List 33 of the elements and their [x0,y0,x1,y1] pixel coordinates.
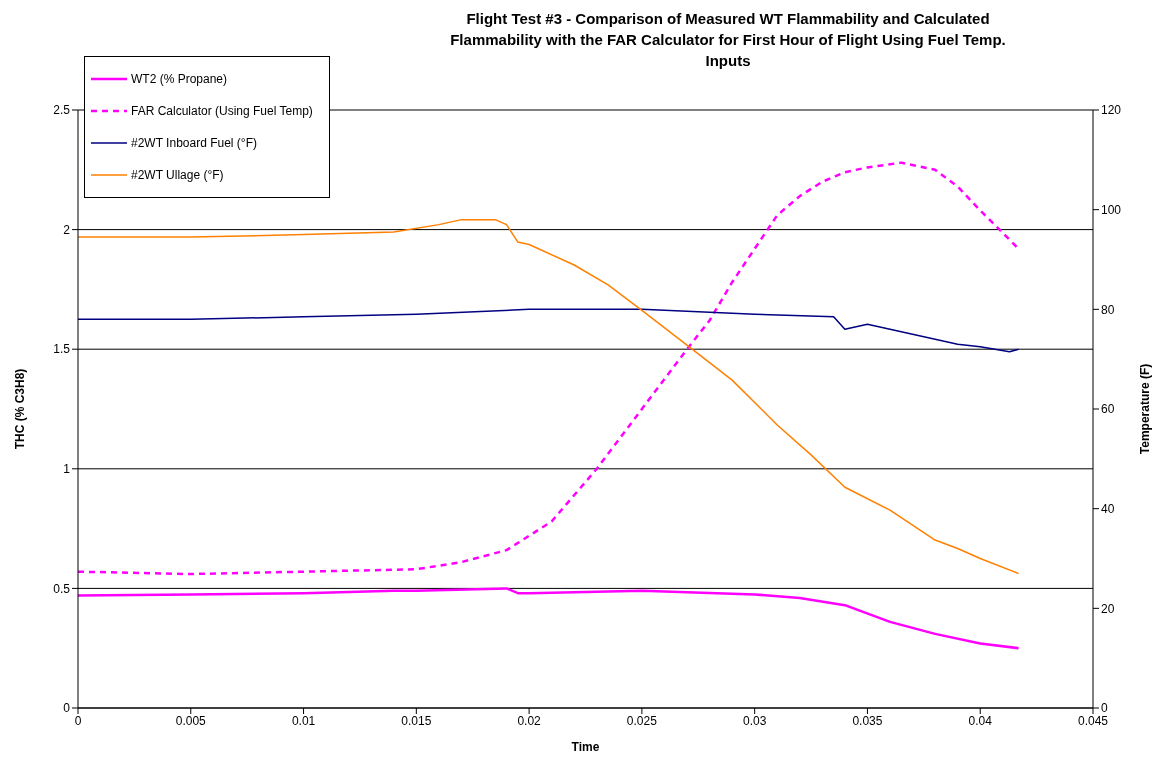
y2-tick-label: 100 [1101,202,1122,217]
y-axis-title: THC (% C3H8) [13,368,28,450]
legend-label: #2WT Ullage (°F) [131,168,224,182]
chart-title: Flight Test #3 - Comparison of Measured WT Flammability and Calculated Flammability with the FAR Calculator for First Hour of Flight Using Fuel Temp. Inputs [449,9,1007,71]
y-tick-label: 0.5 [53,581,71,596]
y-tick-label: 1.5 [53,342,71,357]
y-tick-label: 2.5 [53,103,71,118]
y2-tick-label: 20 [1101,601,1115,616]
line-series [78,587,1020,650]
x-tick-label: 0.045 [1077,713,1109,728]
x-tick-label: 0.02 [517,713,542,728]
x-tick-label: 0.01 [291,713,316,728]
y-tick-label: 1 [63,462,71,477]
y2-axis-title: Temperature (F) [1138,363,1153,455]
x-tick-label: 0.005 [175,713,207,728]
line-series [78,308,1020,353]
y2-tick-label: 40 [1101,501,1115,516]
x-tick-label: 0.035 [852,713,883,728]
legend-label: FAR Calculator (Using Fuel Temp) [131,104,313,118]
y2-tick-label: 120 [1101,103,1122,118]
y2-tick-label: 0 [1101,701,1108,716]
x-axis-title: Time [571,740,600,754]
y2-tick-label: 60 [1101,402,1115,417]
x-tick-label: 0.03 [742,713,767,728]
x-tick-label: 0.025 [626,713,658,728]
x-tick-label: 0.04 [968,713,993,728]
y-tick-label: 0 [63,701,71,716]
y-tick-label: 2 [63,222,71,237]
y2-tick-label: 80 [1101,302,1115,317]
x-tick-label: 0 [74,713,82,728]
x-tick-label: 0.015 [401,713,432,728]
legend-label: #2WT Inboard Fuel (°F) [131,136,257,150]
legend-label: WT2 (% Propane) [131,72,228,86]
